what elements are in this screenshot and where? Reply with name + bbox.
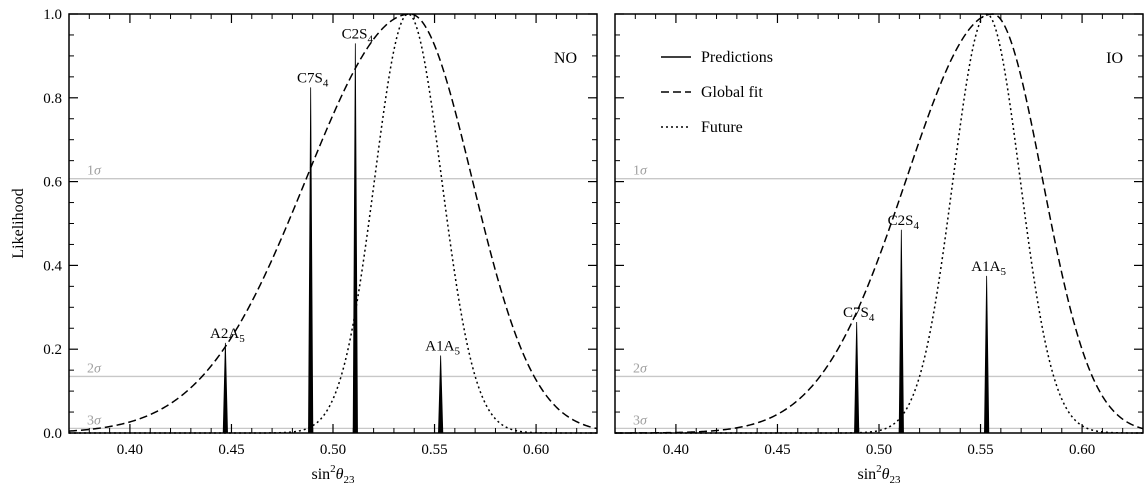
sigma-label: 3σ <box>633 413 648 428</box>
x-axis-label: sin2θ23 <box>311 463 355 486</box>
x-tick-label: 0.60 <box>523 442 549 458</box>
x-tick-label: 0.40 <box>117 442 143 458</box>
y-tick-label: 0.4 <box>43 258 62 274</box>
prediction-spike <box>984 275 990 434</box>
sigma-label: 1σ <box>633 164 648 179</box>
legend-label: Future <box>701 119 743 136</box>
sigma-label: 3σ <box>87 413 102 428</box>
x-tick-label: 0.45 <box>218 442 244 458</box>
sigma-label: 2σ <box>87 361 102 376</box>
prediction-spike <box>438 355 444 434</box>
y-tick-label: 0.2 <box>43 342 62 358</box>
x-tick-label: 0.60 <box>1069 442 1095 458</box>
prediction-spike <box>352 43 358 434</box>
plot-frame <box>68 13 598 434</box>
x-tick-label: 0.50 <box>866 442 892 458</box>
prediction-label: C7S4 <box>843 305 875 324</box>
plot-frame <box>614 13 1144 434</box>
global-fit-curve <box>68 13 598 432</box>
prediction-spike <box>898 229 904 434</box>
prediction-label: C7S4 <box>297 70 329 89</box>
x-tick-label: 0.55 <box>967 442 993 458</box>
future-curve <box>615 13 1143 434</box>
x-tick-label: 0.45 <box>764 442 790 458</box>
x-axis-label: sin2θ23 <box>857 463 901 486</box>
sigma-label: 2σ <box>633 361 648 376</box>
panel-tag: IO <box>1106 50 1123 67</box>
y-axis-label: Likelihood <box>10 188 27 258</box>
panel-tag: NO <box>554 50 577 67</box>
prediction-spike <box>222 342 228 434</box>
prediction-label: A2A5 <box>210 326 245 345</box>
future-curve <box>69 13 597 434</box>
y-tick-label: 0.8 <box>43 91 62 107</box>
prediction-label: A1A5 <box>425 338 460 357</box>
prediction-spike <box>308 87 314 434</box>
legend-label: Predictions <box>701 49 773 66</box>
no-panel: 1σ 2σ 3σ A2A5 C7S4 C2S4 A1A5 0.40 0.45 0.50 0.55 0.… <box>10 7 598 486</box>
y-tick-label: 0.0 <box>43 426 62 442</box>
x-tick-label: 0.55 <box>421 442 447 458</box>
global-fit-curve <box>615 13 1144 434</box>
prediction-label: C2S4 <box>342 26 374 45</box>
y-tick-label: 1.0 <box>43 7 62 23</box>
legend: Predictions Global fit Future <box>661 49 773 136</box>
x-tick-label: 0.50 <box>320 442 346 458</box>
y-tick-label: 0.6 <box>43 175 62 191</box>
prediction-label: C2S4 <box>888 213 920 232</box>
x-tick-label: 0.40 <box>663 442 689 458</box>
prediction-spike <box>854 321 860 434</box>
prediction-label: A1A5 <box>971 259 1006 278</box>
legend-label: Global fit <box>701 84 763 101</box>
sigma-label: 1σ <box>87 164 102 179</box>
io-panel: 1σ 2σ 3σ C7S4 C2S4 A1A5 0.40 0.45 0.50 0.55 0.60 si… <box>614 13 1144 486</box>
